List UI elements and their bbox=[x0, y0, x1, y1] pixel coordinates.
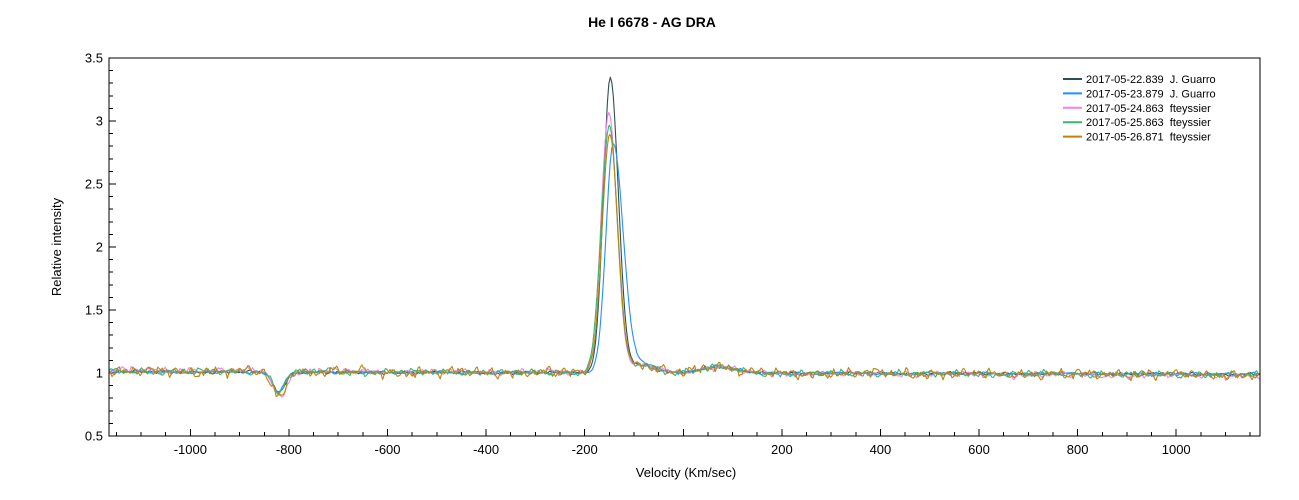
legend-label-0: 2017-05-22.839 J. Guarro bbox=[1086, 74, 1216, 86]
y-axis-label: Relative intensity bbox=[49, 197, 64, 296]
chart-title: He I 6678 - AG DRA bbox=[588, 14, 716, 30]
x-axis-label: Velocity (Km/sec) bbox=[636, 465, 736, 480]
legend-label-4: 2017-05-26.871 fteyssier bbox=[1086, 132, 1211, 144]
y-tick-label: 2.5 bbox=[85, 177, 103, 192]
x-tick-label: 400 bbox=[870, 442, 892, 457]
series-line-3 bbox=[108, 124, 1260, 396]
y-tick-label: 1.5 bbox=[85, 303, 103, 318]
x-tick-label: -400 bbox=[473, 442, 499, 457]
series-line-4 bbox=[108, 133, 1260, 398]
x-tick-label: 1000 bbox=[1162, 442, 1191, 457]
x-tick-label: 600 bbox=[968, 442, 990, 457]
series-line-1 bbox=[108, 142, 1260, 393]
y-tick-label: 1 bbox=[96, 366, 103, 381]
x-tick-label: -600 bbox=[374, 442, 400, 457]
plot-border bbox=[108, 57, 1261, 437]
legend: 2017-05-22.839 J. Guarro 2017-05-23.879 J… bbox=[1063, 74, 1216, 144]
legend-label-1: 2017-05-23.879 J. Guarro bbox=[1086, 88, 1216, 100]
legend-label-2: 2017-05-24.863 fteyssier bbox=[1086, 103, 1211, 115]
axis-ticks bbox=[109, 57, 1251, 437]
series-lines bbox=[108, 76, 1260, 398]
x-tick-label: -800 bbox=[276, 442, 302, 457]
x-tick-label: -200 bbox=[572, 442, 598, 457]
legend-label-3: 2017-05-25.863 fteyssier bbox=[1086, 117, 1211, 129]
x-tick-label: 800 bbox=[1067, 442, 1089, 457]
series-line-2 bbox=[108, 111, 1260, 398]
y-tick-label: 0.5 bbox=[85, 429, 103, 444]
axis-tick-labels: -1000 -800 -600 -400 -200 200 400 600 800 1000 0.5… bbox=[85, 51, 1191, 458]
x-tick-label: -1000 bbox=[174, 442, 207, 457]
y-tick-label: 3.5 bbox=[85, 51, 103, 66]
x-tick-label: 200 bbox=[771, 442, 793, 457]
y-tick-label: 2 bbox=[96, 240, 103, 255]
y-tick-label: 3 bbox=[96, 114, 103, 129]
